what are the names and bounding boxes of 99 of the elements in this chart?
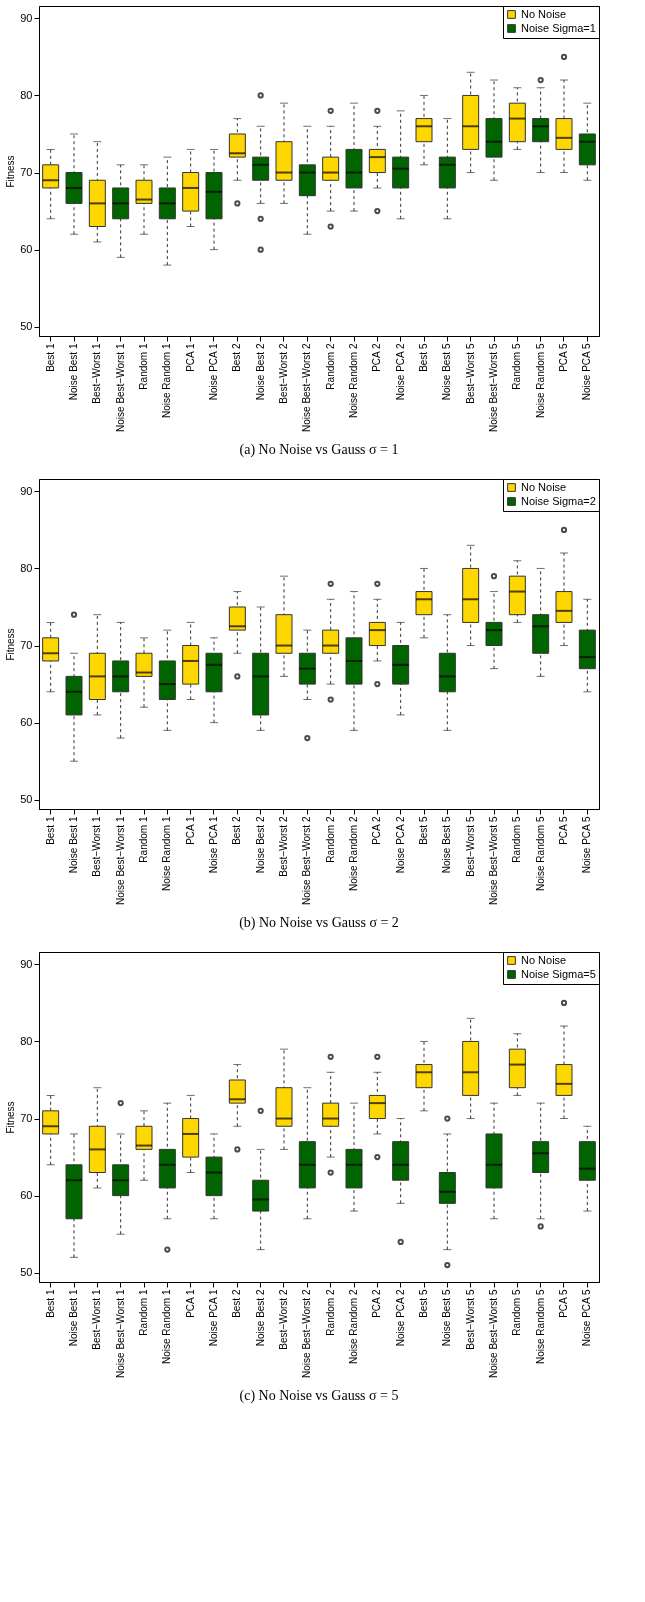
x-tick-label: Random 5: [511, 343, 523, 390]
x-tick-label: Noise PCA 5: [581, 343, 593, 401]
y-tick-label: 90: [20, 11, 33, 24]
x-tick-label: Noise Random 1: [161, 816, 173, 891]
legend-label: No Noise: [521, 953, 567, 966]
x-tick-label: Noise Best 5: [441, 816, 453, 874]
x-tick-label: PCA 1: [184, 1289, 196, 1318]
x-tick-label: Noise PCA 2: [394, 1289, 406, 1347]
x-tick-label: Noise PCA 1: [208, 1289, 219, 1347]
legend-label: No Noise: [521, 480, 567, 493]
x-tick-label: Best 2: [231, 816, 243, 845]
legend-label: No Noise: [521, 7, 567, 20]
y-axis-title: Fitness: [5, 628, 17, 661]
y-tick-label: 70: [20, 166, 33, 179]
x-tick-label: Noise Random 5: [534, 1289, 546, 1364]
x-tick-label: Noise PCA 2: [394, 343, 406, 401]
x-tick-label: Noise Best−Worst 2: [301, 816, 313, 905]
x-tick-label: Noise Random 2: [348, 343, 359, 418]
y-tick-label: 50: [20, 320, 33, 333]
legend-label: Noise Sigma=2: [521, 494, 596, 507]
x-tick-label: Noise Best 1: [68, 1289, 79, 1347]
text: (a) No Noise vs Gauss σ = 1: [239, 442, 399, 459]
x-tick-label: Noise Best−Worst 1: [114, 1289, 126, 1378]
x-tick-label: PCA 2: [371, 816, 383, 845]
text: (b) No Noise vs Gauss σ = 2: [239, 915, 399, 932]
x-tick-label: Noise Best 5: [441, 343, 453, 401]
x-tick-label: Noise Best 5: [441, 1289, 453, 1347]
y-tick-label: 50: [20, 1266, 33, 1279]
x-tick-label: Noise Random 1: [161, 343, 173, 418]
x-tick-label: Noise Best 2: [254, 816, 266, 874]
x-tick-label: Noise PCA 1: [208, 343, 219, 401]
x-tick-label: Best−Worst 2: [278, 1289, 289, 1350]
y-tick-label: 70: [20, 639, 33, 652]
x-tick-label: Best 2: [231, 1289, 243, 1318]
x-tick-label: Noise Best 2: [254, 343, 266, 401]
x-tick-label: Best−Worst 1: [91, 343, 103, 404]
x-tick-label: PCA 1: [184, 816, 196, 845]
x-tick-label: Noise PCA 5: [581, 1289, 593, 1347]
x-tick-label: Random 2: [324, 816, 336, 863]
x-tick-label: Noise Random 5: [534, 343, 546, 418]
x-tick-label: Random 1: [138, 816, 149, 863]
x-tick-label: PCA 5: [558, 1289, 569, 1318]
x-tick-label: Best−Worst 1: [91, 1289, 103, 1350]
x-tick-label: Best 2: [231, 343, 243, 372]
y-tick-label: 80: [20, 1034, 33, 1047]
x-tick-label: Best 5: [418, 1289, 429, 1318]
y-tick-label: 80: [20, 561, 33, 574]
x-tick-label: Noise Best−Worst 2: [301, 1289, 313, 1378]
x-tick-label: Random 5: [511, 1289, 523, 1336]
y-tick-label: 60: [20, 243, 33, 256]
x-tick-label: Noise Best 1: [68, 343, 79, 401]
x-tick-label: PCA 2: [371, 1289, 383, 1318]
x-tick-label: Best 1: [44, 816, 56, 845]
x-tick-label: PCA 2: [371, 343, 383, 372]
x-tick-label: Best 5: [418, 343, 429, 372]
y-axis-title: Fitness: [5, 155, 17, 188]
y-tick-label: 80: [20, 88, 33, 101]
x-tick-label: Best 1: [44, 343, 56, 372]
x-tick-label: Random 1: [138, 1289, 149, 1336]
x-tick-label: Best−Worst 2: [278, 343, 289, 404]
x-tick-label: Random 2: [324, 343, 336, 390]
x-tick-label: Best−Worst 5: [464, 1289, 476, 1350]
x-tick-label: PCA 1: [184, 343, 196, 372]
x-tick-label: Noise PCA 5: [581, 816, 593, 874]
x-tick-label: Best−Worst 5: [464, 343, 476, 404]
x-tick-label: Noise Best−Worst 5: [488, 816, 499, 905]
y-tick-label: 60: [20, 716, 33, 729]
x-tick-label: Best 5: [418, 816, 429, 845]
x-tick-label: Noise PCA 2: [394, 816, 406, 874]
y-tick-label: 90: [20, 957, 33, 970]
y-tick-label: 60: [20, 1189, 33, 1202]
legend-label: Noise Sigma=5: [521, 967, 596, 980]
x-tick-label: Random 2: [324, 1289, 336, 1336]
x-tick-label: Best−Worst 2: [278, 816, 289, 877]
y-axis-title: Fitness: [5, 1101, 17, 1134]
text: (c) No Noise vs Gauss σ = 5: [239, 1388, 399, 1405]
x-tick-label: PCA 5: [558, 816, 569, 845]
x-tick-label: Noise Best−Worst 1: [114, 816, 126, 905]
x-tick-label: Noise Best−Worst 2: [301, 343, 313, 432]
x-tick-label: Noise Best 1: [68, 816, 79, 874]
y-tick-label: 90: [20, 484, 33, 497]
x-tick-label: Noise Random 2: [348, 816, 359, 891]
x-tick-label: Random 5: [511, 816, 523, 863]
x-tick-label: Noise Best 2: [254, 1289, 266, 1347]
x-tick-label: Noise Random 5: [534, 816, 546, 891]
legend-label: Noise Sigma=1: [521, 21, 596, 34]
x-tick-label: Random 1: [138, 343, 149, 390]
x-tick-label: Noise PCA 1: [208, 816, 219, 874]
x-tick-label: Noise Best−Worst 5: [488, 343, 499, 432]
x-tick-label: Noise Random 1: [161, 1289, 173, 1364]
y-tick-label: 70: [20, 1112, 33, 1125]
x-tick-label: Noise Random 2: [348, 1289, 359, 1364]
x-tick-label: Best−Worst 5: [464, 816, 476, 877]
x-tick-label: Noise Best−Worst 1: [114, 343, 126, 432]
x-tick-label: PCA 5: [558, 343, 569, 372]
x-tick-label: Best 1: [44, 1289, 56, 1318]
x-tick-label: Noise Best−Worst 5: [488, 1289, 499, 1378]
x-tick-label: Best−Worst 1: [91, 816, 103, 877]
y-tick-label: 50: [20, 793, 33, 806]
